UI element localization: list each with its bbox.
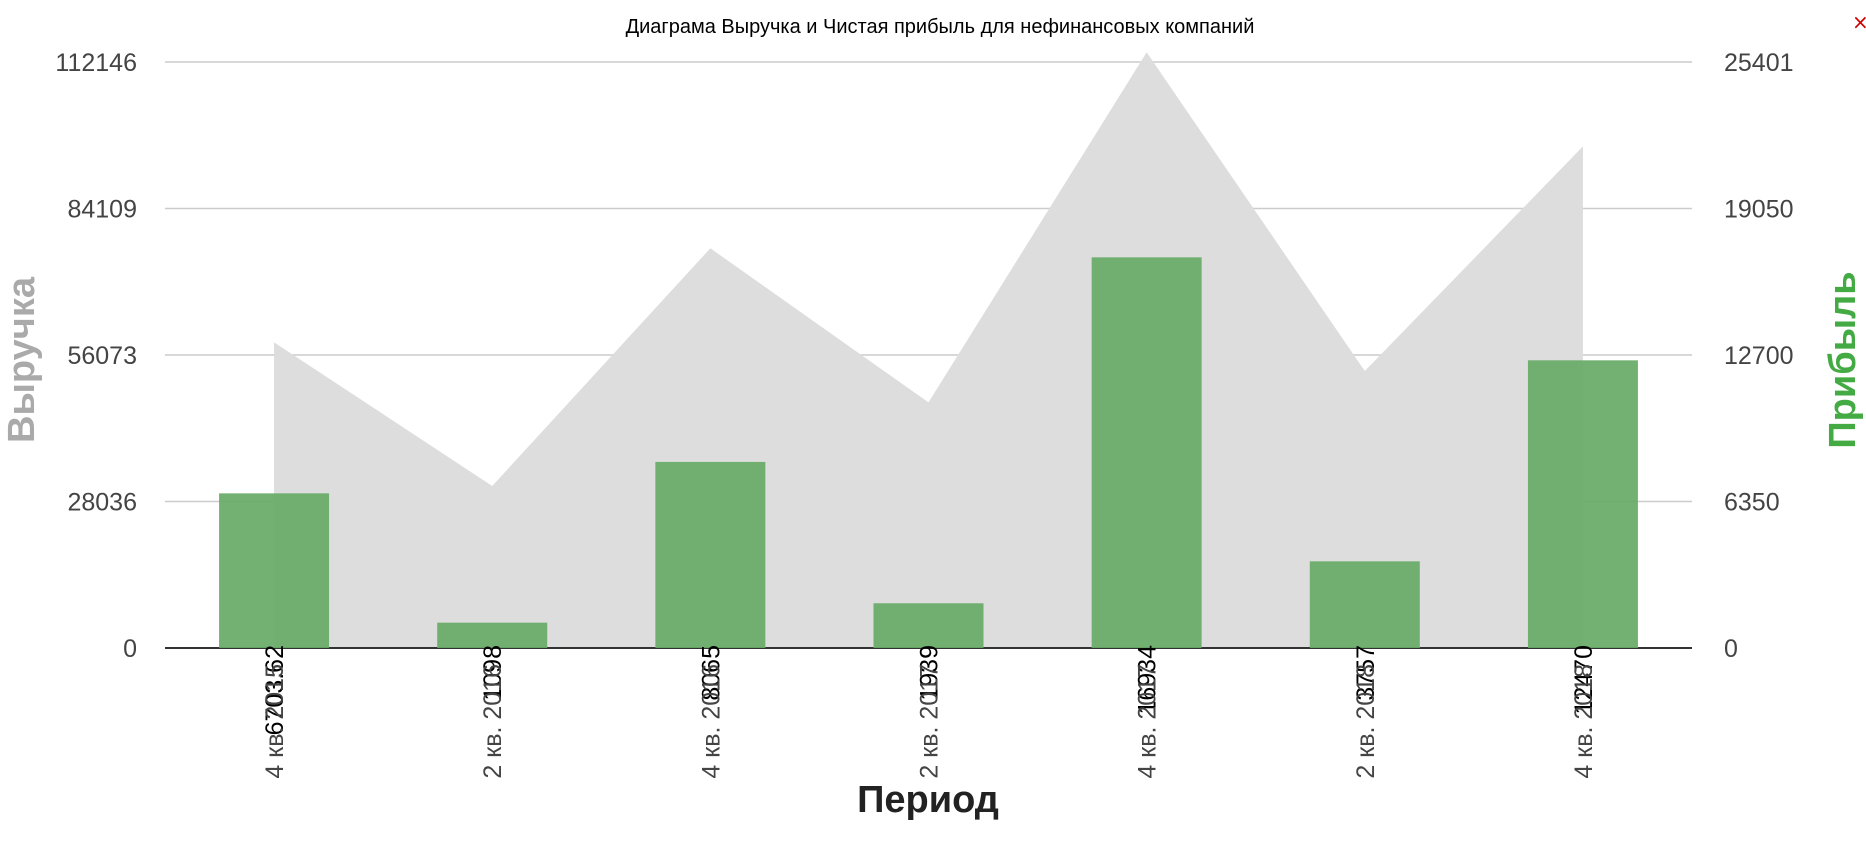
- profit-bar: [873, 603, 984, 648]
- category-label: 2 кв. 2018: [1352, 664, 1380, 779]
- left-tick-label: 56073: [67, 342, 137, 370]
- profit-bar: [1091, 257, 1202, 648]
- category-label: 4 кв. 2016: [697, 664, 725, 779]
- profit-bar: [1527, 360, 1638, 648]
- revenue-area: [274, 52, 1583, 648]
- bar-data-label: 16934: [1134, 645, 1162, 715]
- category-label: 4 кв. 2015: [261, 664, 289, 779]
- bar-data-label: 8065: [697, 645, 725, 701]
- category-label: 4 кв. 2017: [1134, 664, 1162, 779]
- close-icon[interactable]: ×: [1852, 12, 1866, 32]
- profit-bar: [655, 461, 766, 648]
- bar-data-label: 12470: [1570, 645, 1598, 715]
- bar-data-label: 6703.62: [261, 645, 289, 735]
- left-tick-label: 84109: [67, 196, 137, 224]
- left-axis-title: Выручка: [1, 276, 43, 443]
- right-tick-label: 19050: [1724, 196, 1794, 224]
- profit-bar: [1309, 561, 1420, 648]
- right-tick-label: 25401: [1724, 49, 1794, 77]
- profit-bar: [437, 622, 548, 648]
- right-tick-label: 12700: [1724, 342, 1794, 370]
- chart-title: Диаграма Выручка и Чистая прибыль для не…: [626, 16, 1255, 38]
- left-tick-label: 0: [123, 635, 137, 663]
- x-axis-title: Период: [857, 779, 999, 821]
- profit-bar: [219, 493, 330, 648]
- category-label: 4 кв. 2018: [1570, 664, 1598, 779]
- left-tick-label: 112146: [55, 49, 137, 77]
- bar-data-label: 3757: [1352, 645, 1380, 701]
- bar-data-label: 1939: [916, 645, 944, 701]
- left-tick-label: 28036: [67, 489, 137, 517]
- right-tick-label: 0: [1724, 635, 1738, 663]
- right-axis-title: Прибыль: [1822, 271, 1864, 448]
- category-label: 2 кв. 2016: [479, 664, 507, 779]
- category-label: 2 кв. 2017: [916, 664, 944, 779]
- bar-data-label: 1098: [479, 645, 507, 701]
- right-tick-label: 6350: [1724, 489, 1780, 517]
